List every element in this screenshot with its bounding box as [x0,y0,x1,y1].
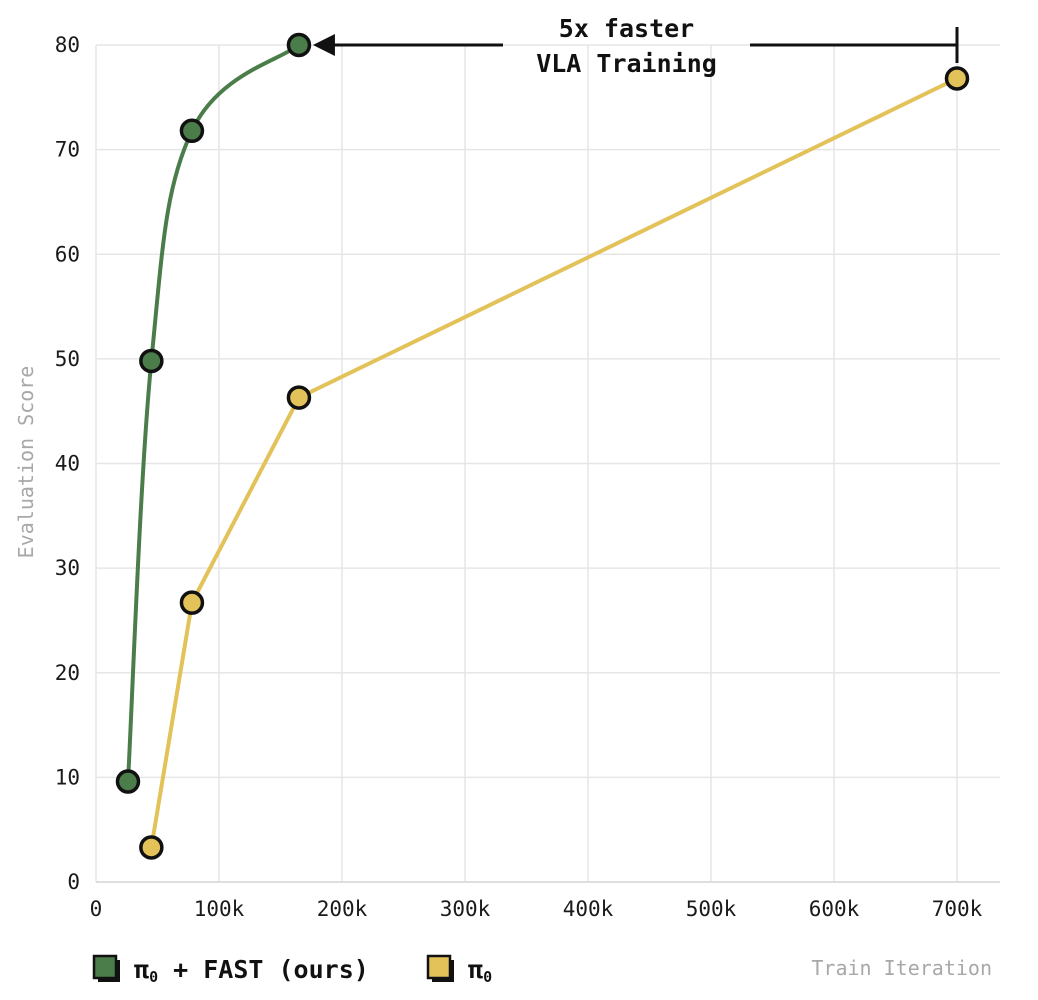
legend-label-pi0-sub: 0 [483,968,492,986]
y-tick-label: 80 [55,33,80,57]
series-line-1 [149,76,959,850]
legend-item-pi0: π0 [426,954,492,986]
y-axis-title: Evaluation Score [14,366,38,559]
x-tick-label: 0 [90,897,103,921]
x-axis-ticks: 0 100k 200k 300k 400k 500k 600k 700k [90,897,983,921]
data-point-1-3 [944,66,970,91]
x-tick-label: 700k [932,897,983,921]
y-tick-label: 50 [55,347,80,371]
legend-item-fast: π0 + FAST (ours) [92,954,369,986]
y-tick-label: 20 [55,661,80,685]
annotation-text-line1: 5x faster [559,14,694,43]
data-point-1-0 [139,835,164,860]
series-lines [125,43,959,850]
y-tick-label: 0 [67,870,80,894]
annotation: 5x faster VLA Training [312,14,959,78]
legend-swatch-pi0 [426,954,452,980]
x-axis-title: Train Iteration [811,956,992,980]
legend-label-fast-pi: π [134,955,149,984]
annotation-arrowhead [312,34,335,56]
x-tick-label: 600k [809,897,860,921]
x-tick-label: 500k [686,897,737,921]
y-tick-label: 40 [55,452,80,476]
legend-label-pi0-pi: π [468,955,483,984]
x-tick-label: 100k [194,897,245,921]
y-axis-ticks: 0 10 20 30 40 50 60 70 80 [55,33,80,894]
annotation-text-line2: VLA Training [536,49,717,78]
data-point-1-2 [286,385,312,410]
legend: π0 + FAST (ours) π0 [92,954,492,986]
legend-label-fast: π0 + FAST (ours) [134,955,369,986]
y-tick-label: 70 [55,138,80,162]
legend-label-pi0: π0 [468,955,492,986]
data-point-0-2 [179,118,205,144]
y-tick-label: 30 [55,556,80,580]
data-point-0-3 [286,32,312,58]
data-point-0-0 [115,769,141,794]
legend-swatch-fast [92,954,118,980]
y-tick-label: 60 [55,242,80,266]
legend-label-fast-rest: + FAST (ours) [158,955,369,984]
data-point-1-1 [179,590,205,615]
y-tick-label: 10 [55,765,80,789]
x-tick-label: 200k [317,897,368,921]
grid [95,44,1000,883]
legend-label-fast-sub: 0 [149,968,158,986]
data-point-0-1 [139,348,164,374]
x-tick-label: 300k [440,897,491,921]
series-line-0 [125,43,301,784]
x-tick-label: 400k [563,897,614,921]
series-points [115,32,970,860]
